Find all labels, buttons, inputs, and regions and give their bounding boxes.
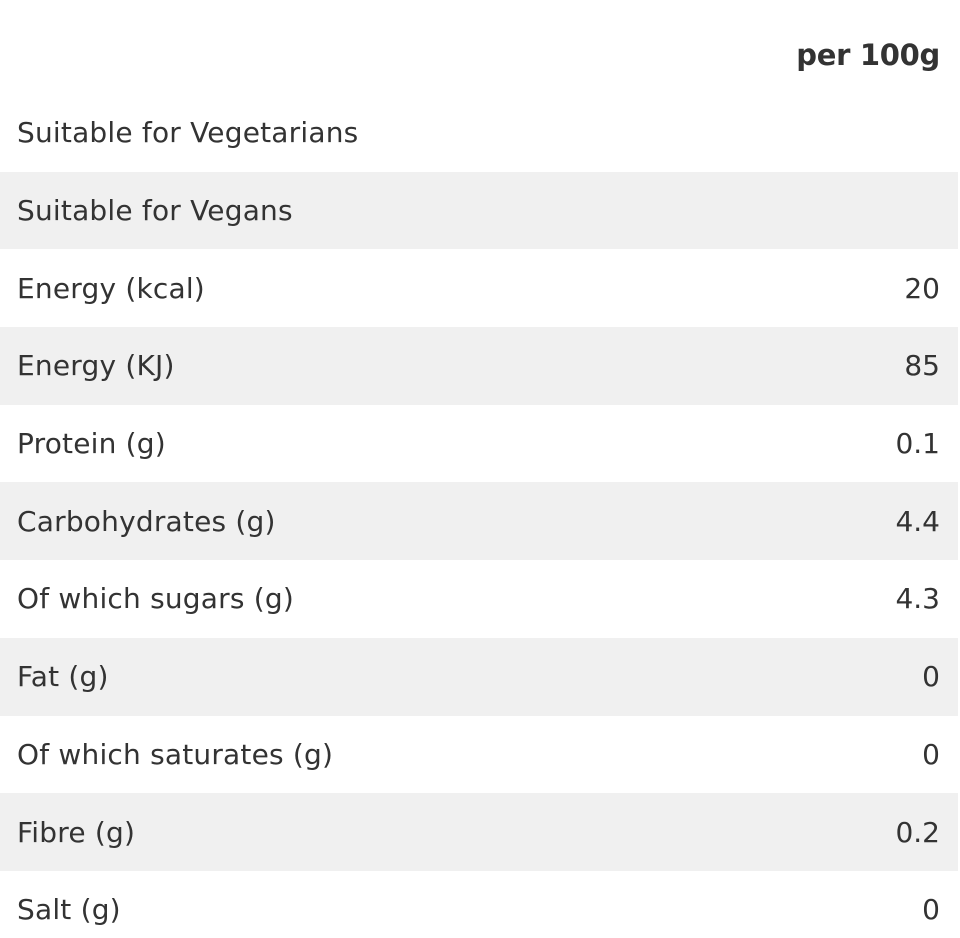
row-label: Energy (kcal) xyxy=(17,271,205,305)
row-label: Of which saturates (g) xyxy=(17,737,334,771)
row-value: 0 xyxy=(922,737,940,771)
table-row: Suitable for Vegans xyxy=(0,171,958,250)
row-label: Salt (g) xyxy=(17,893,121,927)
row-value: 4.3 xyxy=(895,582,940,616)
table-header: per 100g xyxy=(0,0,958,94)
row-value: 0.1 xyxy=(895,427,940,461)
table-row: Of which saturates (g) 0 xyxy=(0,716,958,794)
column-header-per-100g: per 100g xyxy=(796,38,940,72)
row-value: 20 xyxy=(904,271,940,305)
table-row: Energy (kcal) 20 xyxy=(0,249,958,327)
row-value: 85 xyxy=(904,349,940,383)
row-label: Fat (g) xyxy=(17,660,109,694)
table-row: Of which sugars (g) 4.3 xyxy=(0,560,958,638)
table-row: Fibre (g) 0.2 xyxy=(0,793,958,871)
row-label: Suitable for Vegetarians xyxy=(17,116,359,150)
row-label: Carbohydrates (g) xyxy=(17,504,276,538)
table-row: Salt (g) 0 xyxy=(0,871,958,938)
table-row: Suitable for Vegetarians xyxy=(0,94,958,172)
row-label: Of which sugars (g) xyxy=(17,582,294,616)
row-label: Energy (KJ) xyxy=(17,349,175,383)
row-label: Suitable for Vegans xyxy=(17,194,293,228)
table-row: Protein (g) 0.1 xyxy=(0,405,958,483)
table-row: Energy (KJ) 85 xyxy=(0,327,958,405)
row-label: Protein (g) xyxy=(17,427,166,461)
table-row: Fat (g) 0 xyxy=(0,637,958,716)
row-value: 0 xyxy=(922,893,940,927)
row-label: Fibre (g) xyxy=(17,815,136,849)
table-row: Carbohydrates (g) 4.4 xyxy=(0,482,958,561)
row-value: 0 xyxy=(922,660,940,694)
row-value: 4.4 xyxy=(895,504,940,538)
row-value: 0.2 xyxy=(895,815,940,849)
